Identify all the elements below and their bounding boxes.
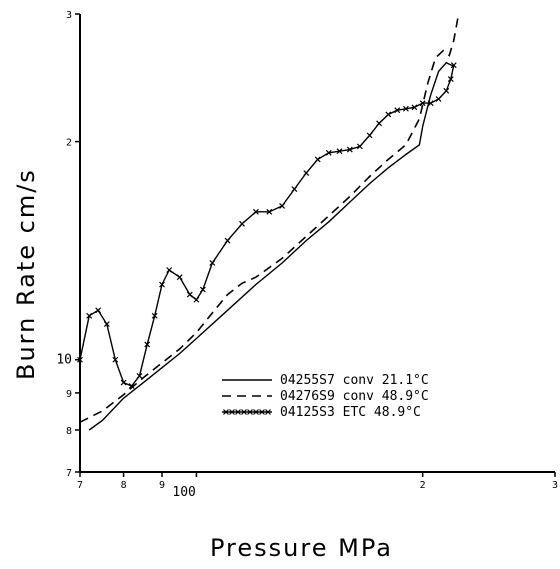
data-point bbox=[86, 312, 93, 319]
data-point bbox=[77, 356, 83, 363]
data-point bbox=[176, 274, 183, 281]
data-point bbox=[120, 379, 127, 386]
y-tick-label: 8 bbox=[66, 426, 72, 437]
legend-entry: 04125S3 ETC 48.9°C bbox=[222, 405, 421, 420]
series-2 bbox=[79, 15, 459, 423]
data-point bbox=[346, 146, 353, 153]
data-point bbox=[411, 104, 418, 111]
legend-entry: 04255S7 conv 21.1°C bbox=[222, 373, 429, 388]
data-point bbox=[279, 203, 285, 209]
data-point bbox=[95, 307, 102, 314]
x-tick-label: 8 bbox=[121, 480, 127, 491]
series-line bbox=[79, 15, 459, 423]
data-point bbox=[159, 281, 165, 288]
legend-label: 04125S3 ETC 48.9°C bbox=[280, 405, 421, 420]
data-point bbox=[266, 208, 273, 215]
data-point bbox=[224, 237, 231, 244]
data-point bbox=[223, 409, 229, 415]
series-line bbox=[79, 64, 455, 387]
data-point bbox=[366, 132, 373, 139]
x-tick-label: 7 bbox=[77, 480, 83, 491]
data-point bbox=[291, 186, 298, 192]
axes bbox=[79, 14, 555, 473]
data-point bbox=[166, 267, 173, 273]
x-tick-label: 2 bbox=[420, 480, 426, 491]
data-point bbox=[376, 120, 382, 127]
data-point bbox=[239, 220, 245, 227]
data-point bbox=[128, 383, 135, 389]
data-point bbox=[103, 321, 110, 328]
data-point bbox=[325, 149, 332, 156]
y-tick-label: 3 bbox=[66, 10, 72, 21]
x-tick-label: 9 bbox=[159, 480, 165, 491]
y-tick-label: 7 bbox=[66, 468, 72, 479]
data-point bbox=[265, 409, 271, 415]
data-point bbox=[435, 96, 442, 102]
data-point bbox=[336, 148, 343, 155]
data-point bbox=[144, 341, 151, 348]
x-tick-label: 100 bbox=[172, 485, 195, 500]
y-axis-title: Burn Rate cm/s bbox=[12, 168, 40, 380]
data-point bbox=[186, 291, 193, 298]
data-point bbox=[303, 170, 310, 176]
data-point bbox=[247, 409, 253, 415]
data-point bbox=[385, 111, 392, 118]
data-point bbox=[419, 100, 426, 107]
data-point bbox=[209, 260, 216, 266]
legend-label: 04276S9 conv 48.9°C bbox=[280, 389, 429, 404]
legend-entry: 04276S9 conv 48.9°C bbox=[222, 389, 429, 404]
data-point bbox=[253, 409, 259, 415]
data-point bbox=[235, 409, 241, 415]
data-point bbox=[314, 156, 321, 163]
data-point bbox=[229, 409, 235, 415]
series-layer bbox=[77, 15, 459, 431]
x-tick-label: 3 bbox=[552, 480, 558, 491]
series-3 bbox=[77, 62, 457, 389]
y-tick-label: 10 bbox=[56, 353, 72, 368]
data-point bbox=[193, 296, 200, 303]
data-point bbox=[199, 286, 206, 293]
data-point bbox=[427, 100, 434, 107]
data-point bbox=[447, 76, 454, 82]
data-point bbox=[253, 208, 259, 215]
data-point bbox=[112, 356, 119, 363]
data-point bbox=[356, 143, 363, 150]
data-point bbox=[443, 87, 450, 94]
y-tick-label: 9 bbox=[66, 389, 72, 400]
data-point bbox=[241, 409, 247, 415]
data-point bbox=[151, 312, 158, 319]
data-point bbox=[394, 107, 401, 114]
x-axis-title: Pressure MPa bbox=[210, 534, 393, 562]
legend-label: 04255S7 conv 21.1°C bbox=[280, 373, 429, 388]
data-point bbox=[450, 62, 457, 69]
data-point bbox=[402, 105, 409, 112]
series-line bbox=[88, 61, 455, 431]
y-tick-label: 2 bbox=[66, 138, 72, 149]
data-point bbox=[259, 409, 265, 415]
series-1 bbox=[88, 61, 455, 431]
data-point bbox=[136, 372, 143, 379]
ticks: 7 8 9 100 2 3 7 8 9 10 2 3 bbox=[56, 10, 558, 500]
